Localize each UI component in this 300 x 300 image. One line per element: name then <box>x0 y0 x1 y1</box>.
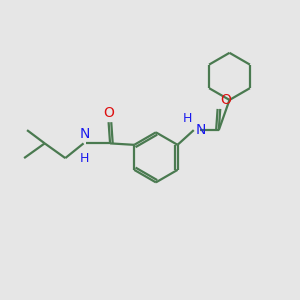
Text: N: N <box>79 127 90 141</box>
Text: H: H <box>183 112 192 125</box>
Text: N: N <box>196 123 206 137</box>
Text: O: O <box>103 106 114 120</box>
Text: O: O <box>220 93 231 106</box>
Text: H: H <box>80 152 89 165</box>
